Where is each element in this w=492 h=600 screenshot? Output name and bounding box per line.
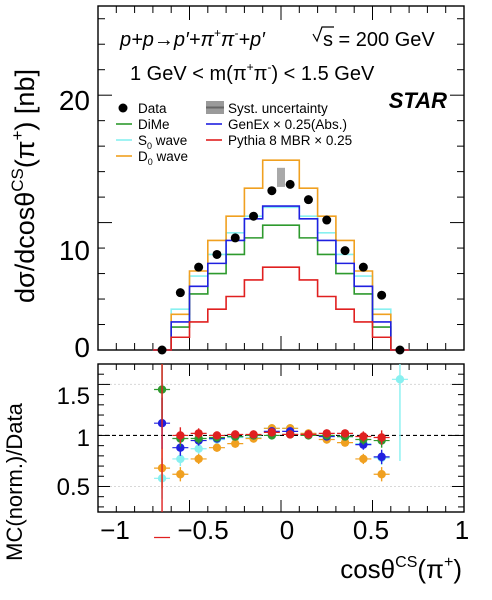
ratio-point-pythia-8-mbr-0-25: [359, 432, 368, 441]
ratio-point-pythia-8-mbr-0-25: [377, 433, 386, 442]
data-point: [340, 246, 350, 256]
xlabel: cosθCS(π+): [340, 554, 462, 584]
xtick-label: 0: [280, 515, 294, 545]
data-point: [395, 345, 405, 355]
xtick-label: −1: [100, 515, 130, 545]
sqrt-s-annotation: s = 200 GeV: [312, 26, 435, 51]
main-ytick-label: 10: [59, 235, 90, 266]
legend-data-marker: [118, 103, 128, 113]
ratio-point-genex-0-25-abs-: [176, 443, 185, 452]
legend-syst-label: Syst. uncertainty: [228, 101, 328, 116]
histogram-d0-wave: [152, 159, 410, 351]
main-axis-ticks: [97, 6, 465, 351]
ratio-point-d0-wave: [194, 454, 203, 464]
ratio-point-pythia-8-mbr-0-25: [194, 429, 203, 438]
sqrt-s-text: s = 200 GeV: [323, 29, 435, 51]
data-point: [249, 211, 259, 221]
data-point: [303, 195, 313, 205]
ratio-point-d0-wave: [176, 470, 185, 479]
histogram-s0-wave: [152, 206, 410, 351]
ratio-point-s0-wave: [395, 375, 405, 384]
ratio-point-pythia-8-mbr-0-25: [304, 430, 313, 439]
ratio-panel-frame: [97, 363, 465, 513]
data-points: [157, 179, 405, 355]
data-point: [194, 262, 204, 272]
ratio-points: [154, 364, 408, 539]
data-point: [212, 249, 222, 259]
data-point: [285, 179, 295, 189]
xtick-label: −0.5: [177, 515, 228, 545]
xtick-label: 1: [455, 515, 469, 545]
ratio-point-pythia-8-mbr-0-25: [322, 429, 331, 438]
ratio-ytick-label: 1: [77, 425, 90, 452]
main-ytick-label: 0: [74, 332, 90, 363]
legend: Data Syst. uncertainty DiMe GenEx × 0.25…: [116, 101, 352, 167]
ratio-point-pythia-8-mbr-0-25: [212, 431, 222, 440]
ratio-point-s0-wave: [194, 444, 203, 453]
data-point: [322, 215, 332, 225]
ratio-point-d0-wave: [231, 439, 240, 448]
syst-band: [277, 167, 285, 187]
histogram-pythia-8-mbr-0-25: [152, 266, 410, 351]
mass-cut-annotation: 1 GeV < m(π+π-) < 1.5 GeV: [130, 60, 375, 85]
ratio-point-s0-wave: [176, 454, 185, 464]
data-point: [175, 288, 185, 298]
data-point: [377, 290, 387, 300]
main-histograms: [152, 159, 410, 351]
ratio-ytick-label: 1.5: [57, 383, 90, 410]
experiment-label: STAR: [389, 88, 447, 113]
legend-data-label: Data: [138, 101, 167, 116]
sqrt-symbol: [312, 26, 334, 43]
histogram-genex-0-25-abs-: [152, 205, 410, 351]
legend-dime-label: DiMe: [138, 117, 170, 132]
ratio-ylabel: MC(norm.)/Data: [2, 402, 27, 560]
syst-uncertainty-band: [277, 167, 285, 187]
ratio-point-d0-wave: [212, 443, 222, 452]
data-point: [358, 262, 368, 272]
ratio-point-d0-wave: [377, 470, 386, 479]
ratio-point-pythia-8-mbr-0-25: [176, 431, 185, 440]
data-point: [267, 186, 277, 196]
main-ylabel: dσ/dcosθCS(π+) [nb]: [8, 69, 40, 303]
ratio-point-d0-wave: [340, 438, 350, 447]
ratio-gridlines: [98, 383, 464, 487]
ratio-point-pythia-8-mbr-0-25: [340, 429, 350, 438]
ratio-axis-ticks: [97, 364, 465, 512]
histogram-dime: [152, 224, 410, 351]
legend-d0-label: D0 wave: [138, 149, 188, 167]
ratio-point-genex-0-25-abs-: [377, 452, 386, 462]
ratio-point-pythia-8-mbr-0-25: [249, 430, 258, 439]
data-point: [230, 233, 240, 243]
ratio-point-d0-wave: [359, 454, 368, 464]
data-point: [157, 345, 167, 355]
process-annotation: p+p→p′+π+π-+p′: [119, 26, 266, 51]
legend-pythia-label: Pythia 8 MBR × 0.25: [228, 133, 352, 148]
legend-genex-label: GenEx × 0.25(Abs.): [228, 117, 347, 132]
ratio-point-pythia-8-mbr-0-25: [267, 428, 277, 437]
ratio-point-pythia-8-mbr-0-25: [285, 430, 295, 439]
ratio-point-pythia-8-mbr-0-25: [231, 430, 240, 439]
legend-s0-label: S0 wave: [138, 133, 187, 151]
xtick-label: 0.5: [353, 515, 389, 545]
main-ytick-label: 20: [59, 85, 90, 116]
ratio-ytick-label: 0.5: [57, 474, 90, 501]
